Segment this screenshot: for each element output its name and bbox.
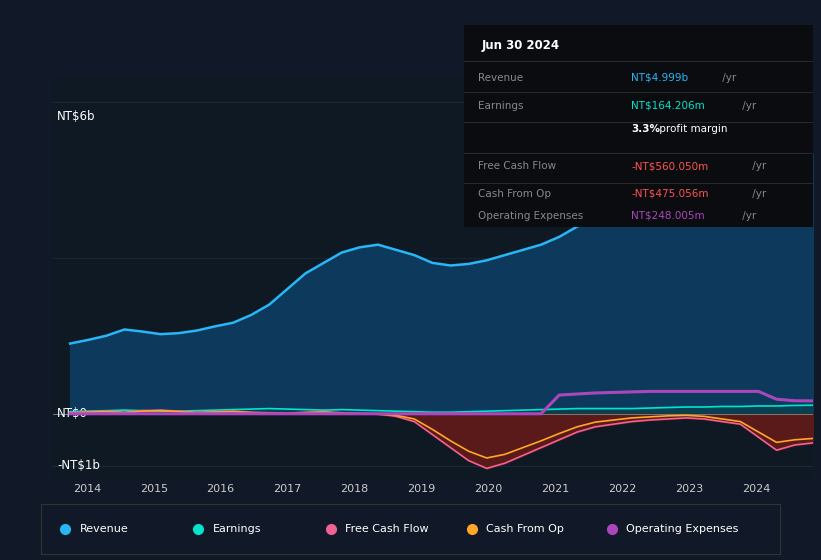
Text: NT$6b: NT$6b	[57, 110, 96, 123]
Text: /yr: /yr	[739, 211, 756, 221]
Text: Cash From Op: Cash From Op	[478, 189, 551, 199]
Text: -NT$475.056m: -NT$475.056m	[631, 189, 709, 199]
Text: NT$248.005m: NT$248.005m	[631, 211, 705, 221]
Text: 3.3%: 3.3%	[631, 124, 660, 134]
Text: profit margin: profit margin	[656, 124, 727, 134]
Text: Operating Expenses: Operating Expenses	[626, 524, 739, 534]
Text: -NT$1b: -NT$1b	[57, 459, 100, 472]
Text: Revenue: Revenue	[478, 73, 523, 83]
Text: Jun 30 2024: Jun 30 2024	[481, 39, 559, 52]
Text: Cash From Op: Cash From Op	[486, 524, 564, 534]
Text: Earnings: Earnings	[478, 101, 523, 111]
Text: Operating Expenses: Operating Expenses	[478, 211, 583, 221]
Text: NT$164.206m: NT$164.206m	[631, 101, 705, 111]
Text: Revenue: Revenue	[80, 524, 128, 534]
Text: /yr: /yr	[719, 73, 736, 83]
Text: /yr: /yr	[749, 161, 766, 171]
Text: /yr: /yr	[739, 101, 756, 111]
Text: NT$0: NT$0	[57, 407, 88, 420]
Text: NT$4.999b: NT$4.999b	[631, 73, 689, 83]
Text: Free Cash Flow: Free Cash Flow	[478, 161, 556, 171]
Text: Free Cash Flow: Free Cash Flow	[346, 524, 429, 534]
Text: -NT$560.050m: -NT$560.050m	[631, 161, 709, 171]
Text: Earnings: Earnings	[213, 524, 261, 534]
Text: /yr: /yr	[749, 189, 766, 199]
